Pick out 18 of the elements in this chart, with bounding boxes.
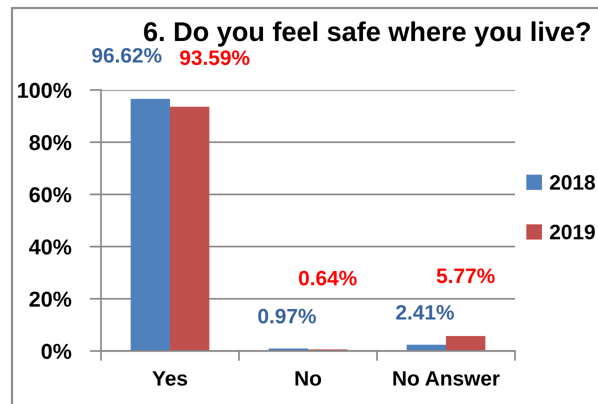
legend-label: 2018 <box>550 175 595 190</box>
x-tick-label: No <box>296 371 322 386</box>
x-tick-label: Yes <box>152 371 188 386</box>
y-tick-label: 80% <box>29 134 72 150</box>
data-label: 5.77% <box>436 268 495 284</box>
data-label: 93.59% <box>180 50 250 66</box>
y-tick-label: 100% <box>18 82 72 98</box>
legend-label: 2019 <box>550 224 595 240</box>
data-label: 0.64% <box>298 270 357 286</box>
y-tick-label: 0% <box>42 344 72 360</box>
x-tick-label: No Answer <box>393 371 500 386</box>
data-label: 96.62% <box>92 48 162 63</box>
y-tick-label: 20% <box>29 292 72 307</box>
y-tick-label: 60% <box>30 187 72 202</box>
data-label: 2.41% <box>396 304 454 320</box>
chart-title: 6. Do you feel safe where you live? <box>144 21 590 47</box>
data-label: 0.97% <box>258 308 316 324</box>
y-tick-label: 40% <box>29 239 72 255</box>
